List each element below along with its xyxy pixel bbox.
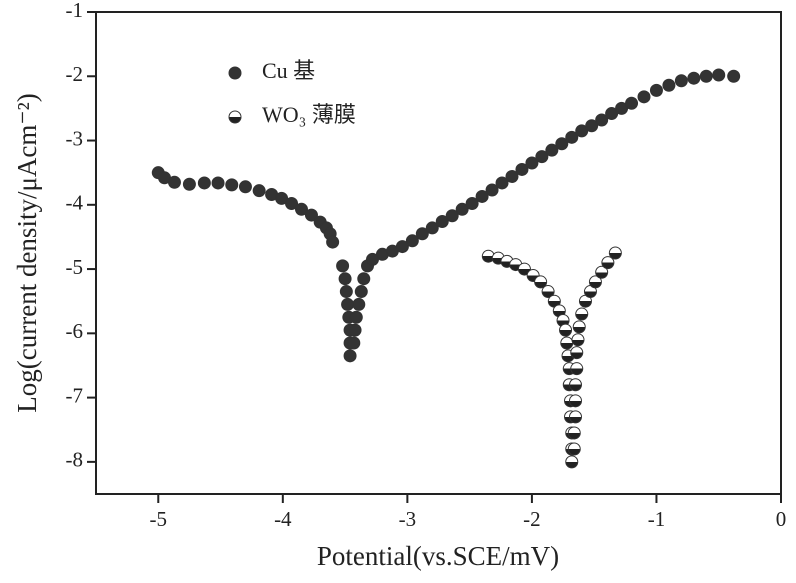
data-point — [699, 69, 713, 83]
data-point — [565, 130, 579, 144]
legend-marker — [228, 66, 242, 80]
data-point — [534, 275, 548, 289]
legend-marker — [228, 110, 242, 124]
data-point — [252, 184, 266, 198]
data-point — [567, 442, 581, 456]
data-point — [560, 336, 574, 350]
data-point — [238, 180, 252, 194]
data-point — [341, 297, 355, 311]
data-point — [662, 78, 676, 92]
data-point — [405, 234, 419, 248]
data-point — [555, 137, 569, 151]
data-point — [674, 74, 688, 88]
data-point — [338, 272, 352, 286]
data-point — [336, 259, 350, 273]
data-point — [559, 323, 573, 337]
data-point — [572, 320, 586, 334]
plot-frame — [95, 11, 782, 495]
y-tick-label: -4 — [66, 191, 84, 215]
data-point — [575, 307, 589, 321]
data-point — [339, 285, 353, 299]
data-point — [545, 143, 559, 157]
data-point — [395, 240, 409, 254]
data-point — [569, 394, 582, 408]
data-point — [352, 297, 366, 311]
data-point — [167, 175, 181, 189]
data-point — [649, 83, 663, 97]
data-point — [608, 246, 622, 260]
data-point — [625, 96, 639, 110]
data-point — [465, 197, 479, 211]
data-point — [495, 176, 509, 190]
data-point — [595, 265, 609, 279]
data-point — [354, 285, 368, 299]
data-point — [712, 68, 726, 82]
data-point — [182, 177, 196, 191]
x-tick-label: -2 — [523, 507, 541, 531]
data-point — [425, 221, 439, 235]
data-point — [687, 71, 701, 85]
x-axis-label: Potential(vs.SCE/mV) — [317, 541, 559, 571]
data-point — [525, 156, 539, 170]
data-point — [347, 336, 361, 350]
x-tick-label: -3 — [399, 507, 417, 531]
data-point — [541, 285, 555, 299]
data-point — [225, 178, 239, 192]
y-tick-label: -8 — [66, 448, 84, 472]
y-tick-label: -1 — [66, 0, 84, 22]
data-point — [637, 90, 651, 104]
legend-label: Cu 基 — [262, 58, 315, 83]
data-point — [475, 189, 489, 203]
data-point — [415, 227, 429, 241]
y-tick-label: -7 — [66, 383, 84, 407]
data-point — [505, 170, 519, 184]
data-point — [588, 275, 602, 289]
data-point — [570, 362, 584, 376]
data-point — [595, 113, 609, 127]
data-point — [304, 208, 318, 222]
x-tick-label: -5 — [150, 507, 168, 531]
data-point — [535, 150, 549, 164]
data-point — [349, 310, 363, 324]
data-point — [517, 262, 531, 276]
x-tick-label: 0 — [776, 507, 787, 531]
y-tick-label: -3 — [66, 126, 84, 150]
data-point — [326, 235, 340, 249]
data-point — [570, 346, 584, 360]
y-tick-label: -2 — [66, 62, 84, 86]
data-point — [515, 162, 529, 176]
data-point — [197, 176, 211, 190]
data-point — [357, 272, 371, 286]
y-axis-label: Log(current density/μAcm⁻²) — [12, 93, 42, 412]
y-tick-label: -5 — [66, 255, 84, 279]
data-point — [565, 455, 579, 469]
data-point — [727, 69, 741, 83]
data-point — [285, 197, 299, 211]
legend-label: WO₃ 薄膜 — [262, 102, 356, 127]
data-point — [455, 202, 469, 216]
data-point — [585, 119, 599, 133]
data-point — [571, 333, 585, 347]
data-point — [348, 323, 362, 337]
data-point — [295, 202, 308, 216]
data-point — [569, 378, 582, 392]
data-point — [343, 349, 357, 363]
x-tick-label: -1 — [648, 507, 666, 531]
data-point — [601, 256, 615, 270]
data-point — [211, 176, 225, 190]
data-point — [445, 209, 459, 223]
data-point — [435, 215, 449, 229]
data-point — [567, 426, 581, 440]
data-point — [569, 410, 582, 424]
x-tick-label: -4 — [274, 507, 292, 531]
data-point — [485, 183, 499, 197]
y-tick-label: -6 — [66, 319, 84, 343]
